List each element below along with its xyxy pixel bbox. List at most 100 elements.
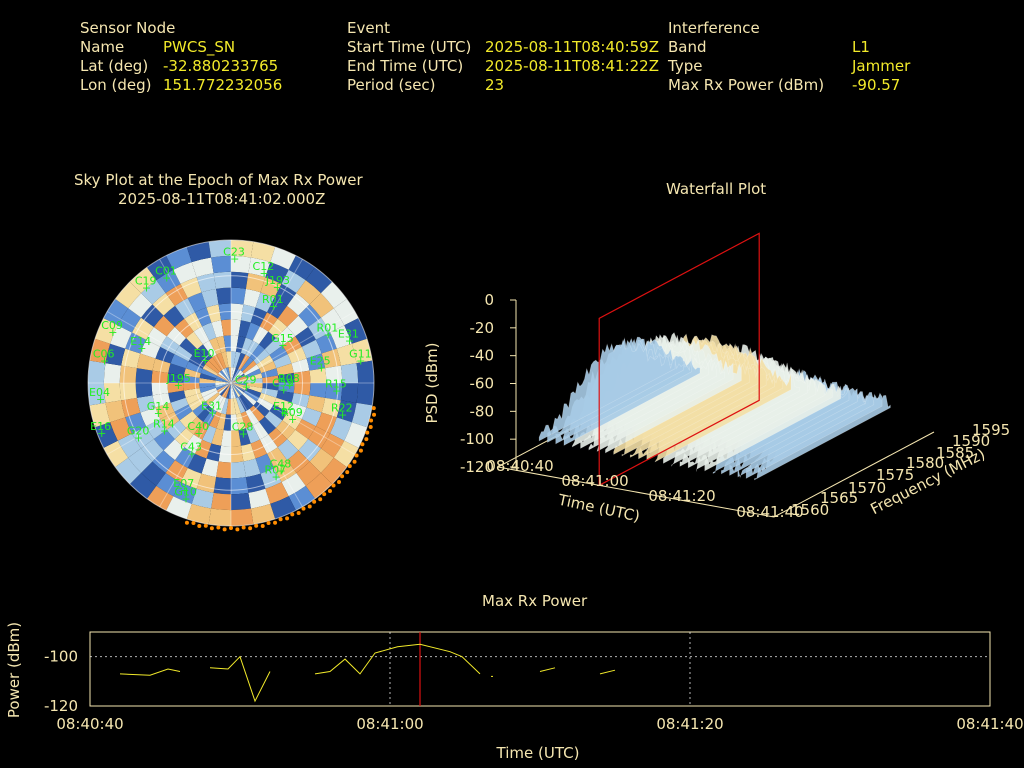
- skyplot-cell: [215, 383, 231, 388]
- waterfall-freq-tick-label: 1570: [848, 479, 886, 497]
- satellite-marker: +: [288, 413, 297, 426]
- skyplot-cell: [136, 353, 156, 371]
- skyplot-cell: [259, 392, 277, 405]
- satellite-marker: +: [208, 407, 217, 420]
- skyplot-cell: [243, 458, 261, 478]
- skyplot-cell: [185, 361, 203, 374]
- skyplot-cell: [228, 383, 231, 399]
- satellite-label: C29: [235, 374, 257, 387]
- skyplot-cell: [231, 368, 241, 383]
- power-series-segment: [314, 643, 481, 675]
- skyplot-cell: [255, 453, 275, 474]
- satellite-marker: +: [108, 326, 117, 339]
- satellite-label: R08: [278, 372, 300, 385]
- skyplot-cell: [233, 398, 241, 415]
- skyplot-marker: [312, 499, 317, 504]
- skyplot-cell: [320, 308, 345, 333]
- skyplot-cell: [212, 395, 224, 412]
- skyplot-cell: [228, 367, 231, 383]
- event-heading: Event: [347, 19, 390, 37]
- skyplot-cell: [146, 255, 174, 281]
- skyplot-marker: [345, 470, 350, 475]
- satellite-label: C06: [93, 347, 115, 360]
- skyplot-cell: [242, 360, 257, 374]
- skyplot-cell: [231, 430, 241, 447]
- satellite-marker: +: [242, 381, 251, 394]
- satellite-marker: +: [345, 334, 354, 347]
- skyplot-marker: [203, 523, 208, 528]
- skyplot-cell: [188, 397, 206, 412]
- skyplot-cell: [187, 292, 207, 313]
- skyplot-cell: [242, 392, 257, 406]
- skyplot-cell: [281, 472, 306, 497]
- skyplot-cell: [231, 255, 251, 274]
- waterfall-time-axis: [497, 466, 775, 518]
- skyplot-marker: [290, 512, 295, 517]
- waterfall-z-tick-label: 0: [484, 291, 494, 309]
- skyplot-cell: [333, 440, 359, 468]
- skyplot-cell: [211, 492, 231, 511]
- skyplot-marker: [365, 430, 370, 435]
- skyplot-cell: [199, 378, 216, 383]
- skyplot-cell: [219, 383, 231, 396]
- skyplot-cell: [208, 394, 222, 409]
- skyplot-cell: [315, 412, 337, 434]
- waterfall-time-tick-label: 08:41:40: [736, 503, 803, 521]
- waterfall-z-tick-label: -80: [470, 402, 495, 420]
- sensor-name-value: PWCS_SN: [163, 38, 236, 56]
- skyplot-cell: [238, 354, 250, 371]
- skyplot-cell: [274, 460, 297, 483]
- skyplot-cell: [250, 241, 276, 263]
- skyplot-cell: [243, 288, 261, 308]
- skyplot-cell: [211, 320, 224, 338]
- satellite-label: R22: [331, 402, 353, 415]
- satellite-marker: +: [230, 253, 239, 266]
- skyplot-cell: [308, 426, 331, 449]
- skyplot-cell: [212, 354, 224, 371]
- satellite-label: E31: [201, 400, 222, 413]
- satellite-marker: +: [317, 361, 326, 374]
- skyplot-cell: [231, 367, 234, 383]
- skyplot-cell: [202, 390, 219, 402]
- waterfall-freq-tick-label: 1565: [820, 489, 858, 507]
- skyplot-cell: [273, 397, 292, 412]
- satellite-label: C09: [101, 319, 123, 332]
- skyplot-cell: [167, 373, 184, 383]
- satellite-marker: +: [338, 409, 347, 422]
- skyplot-cell: [320, 433, 345, 458]
- skyplot-cell: [173, 482, 197, 504]
- skyplot-cell: [246, 385, 263, 393]
- satellite-label: C01: [155, 264, 177, 277]
- skyplot-cell: [308, 317, 331, 340]
- waterfall-z-tick-label: -100: [460, 430, 494, 448]
- skyplot-cell: [333, 298, 359, 326]
- skyplot-cell: [240, 357, 254, 372]
- power-xlabel: Time (UTC): [496, 744, 580, 762]
- skyplot-cell: [128, 293, 153, 318]
- satellite-marker: +: [277, 465, 286, 478]
- satellite-label: E10: [194, 347, 215, 360]
- satellite-label: E07: [173, 477, 194, 490]
- skyplot-marker: [296, 510, 301, 515]
- skyplot-marker: [235, 527, 240, 532]
- skyplot-cell: [287, 450, 310, 473]
- skyplot-marker: [222, 527, 227, 532]
- skyplot-cell: [221, 319, 231, 336]
- power-x-tick-label: 08:41:20: [656, 715, 723, 733]
- skyplot-cell: [240, 337, 253, 355]
- skyplot-cell: [252, 326, 269, 345]
- skyplot-cell: [233, 351, 241, 368]
- skyplot-cell: [231, 371, 244, 383]
- skyplot-cell: [340, 383, 359, 403]
- skyplot-cell: [216, 413, 227, 431]
- skyplot-cell: [163, 439, 185, 461]
- skyplot-cell: [129, 472, 157, 499]
- skyplot-cell: [259, 361, 277, 374]
- skyplot-spoke: [230, 311, 356, 384]
- skyplot-cell: [336, 400, 357, 423]
- skyplot-cell: [231, 375, 247, 383]
- waterfall-time-tick-label: 08:41:00: [561, 472, 628, 490]
- skyplot-cell: [174, 404, 193, 421]
